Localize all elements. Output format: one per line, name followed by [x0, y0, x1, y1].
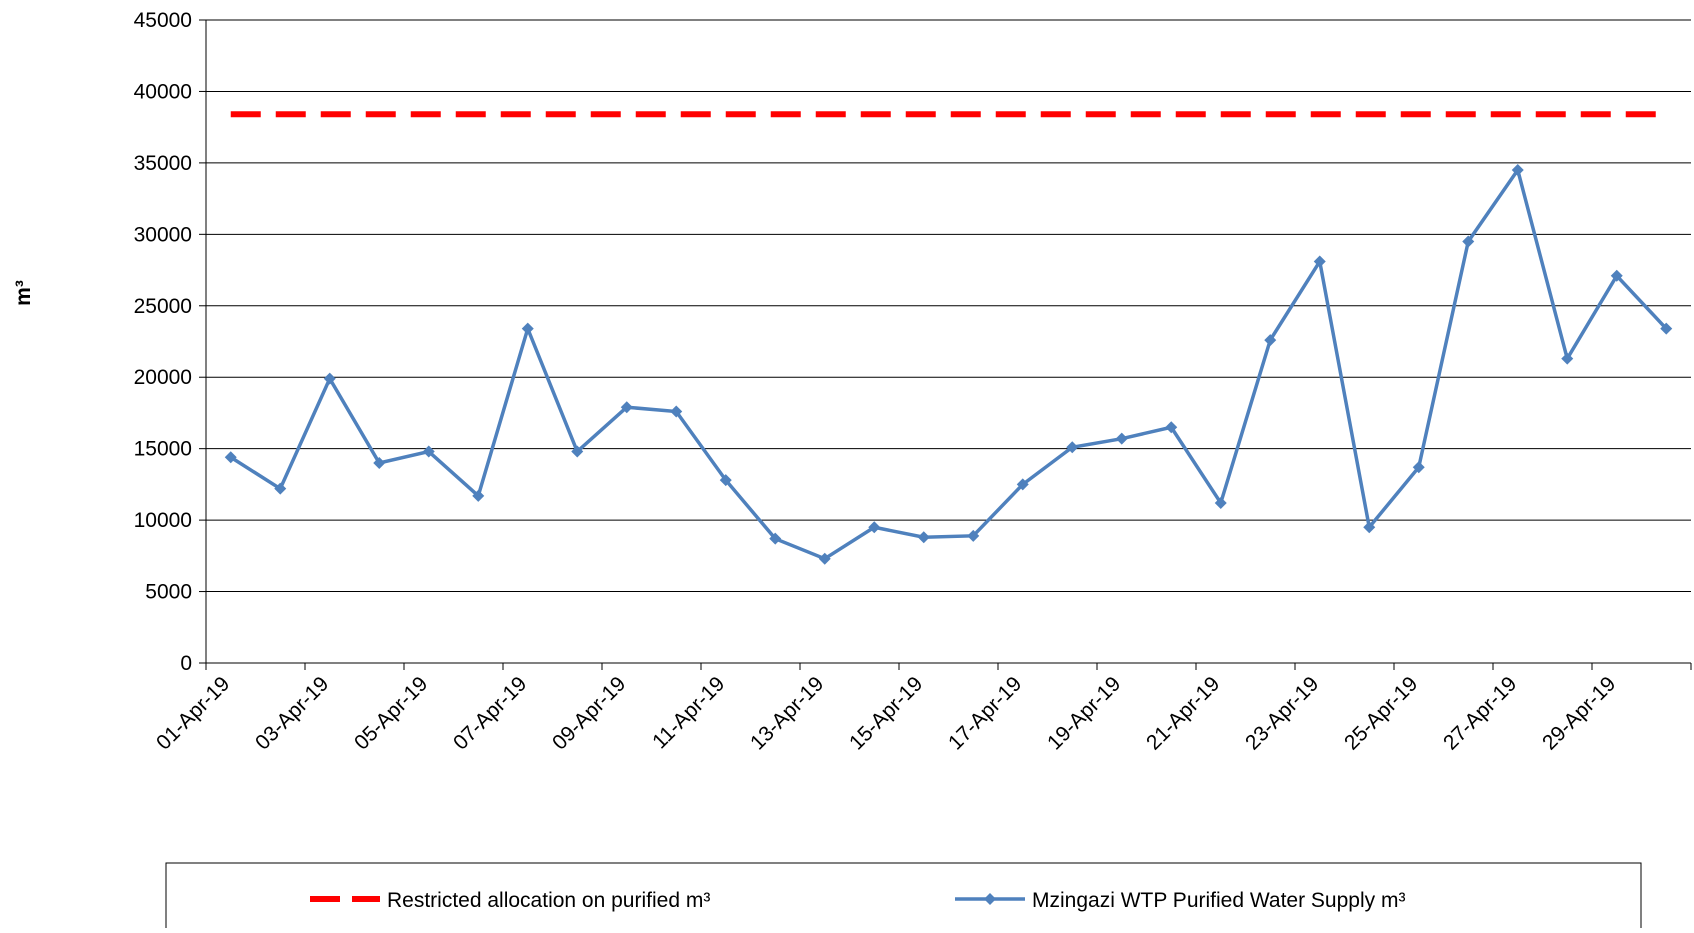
x-tick-label: 17-Apr-19: [944, 672, 1026, 754]
point-marker: [1214, 496, 1227, 509]
point-marker: [1462, 235, 1475, 248]
series-line: [229, 165, 1668, 561]
point-marker: [274, 482, 287, 495]
point-marker: [868, 521, 881, 534]
x-tick-label: 29-Apr-19: [1538, 672, 1620, 754]
x-tick-label: 01-Apr-19: [152, 672, 234, 754]
legend-label: Mzingazi WTP Purified Water Supply m³: [1032, 889, 1405, 912]
point-marker: [1313, 255, 1326, 268]
point-marker: [1363, 521, 1376, 534]
point-marker: [967, 529, 980, 542]
x-tick-label: 23-Apr-19: [1241, 672, 1323, 754]
point-marker: [1511, 164, 1524, 177]
legend-marker: [984, 893, 996, 905]
point-marker: [818, 552, 831, 565]
y-tick-label: 25000: [134, 295, 192, 318]
point-marker: [224, 451, 237, 464]
x-tick-label: 15-Apr-19: [845, 672, 927, 754]
y-tick-label: 35000: [134, 152, 192, 175]
point-marker: [1610, 269, 1623, 282]
y-tick-label: 45000: [134, 9, 192, 32]
point-marker: [472, 489, 485, 502]
x-tick-label: 09-Apr-19: [548, 672, 630, 754]
y-tick-label: 5000: [145, 581, 192, 604]
point-marker: [422, 445, 435, 458]
legend-label: Restricted allocation on purified m³: [387, 889, 710, 912]
y-tick-label: 0: [180, 652, 192, 675]
point-marker: [1412, 461, 1425, 474]
point-marker: [1561, 352, 1574, 365]
x-tick-label: 25-Apr-19: [1340, 672, 1422, 754]
point-marker: [670, 405, 683, 418]
x-tick-label: 05-Apr-19: [350, 672, 432, 754]
y-tick-label: 15000: [134, 438, 192, 461]
point-marker: [521, 322, 534, 335]
x-tick-label: 07-Apr-19: [449, 672, 531, 754]
x-tick-label: 19-Apr-19: [1043, 672, 1125, 754]
point-marker: [1115, 432, 1128, 445]
x-tick-label: 21-Apr-19: [1142, 672, 1224, 754]
point-marker: [1660, 322, 1673, 335]
point-marker: [1264, 334, 1277, 347]
x-tick-label: 11-Apr-19: [648, 672, 729, 753]
point-marker: [769, 532, 782, 545]
point-marker: [1016, 478, 1029, 491]
y-tick-label: 10000: [134, 509, 192, 532]
point-marker: [571, 445, 584, 458]
point-marker: [1066, 441, 1079, 454]
x-tick-label: 03-Apr-19: [251, 672, 333, 754]
x-tick-label: 27-Apr-19: [1439, 672, 1521, 754]
legend-box: [165, 862, 1642, 933]
point-marker: [620, 401, 633, 414]
y-tick-label: 40000: [134, 80, 192, 103]
x-tick-label: 13-Apr-19: [746, 672, 828, 754]
point-marker: [1165, 421, 1178, 434]
point-marker: [719, 474, 732, 487]
point-marker: [323, 372, 336, 385]
y-tick-label: 30000: [134, 223, 192, 246]
point-marker: [917, 531, 930, 544]
point-marker: [373, 456, 386, 469]
y-tick-label: 20000: [134, 366, 192, 389]
y-axis-label: m³: [12, 280, 35, 306]
